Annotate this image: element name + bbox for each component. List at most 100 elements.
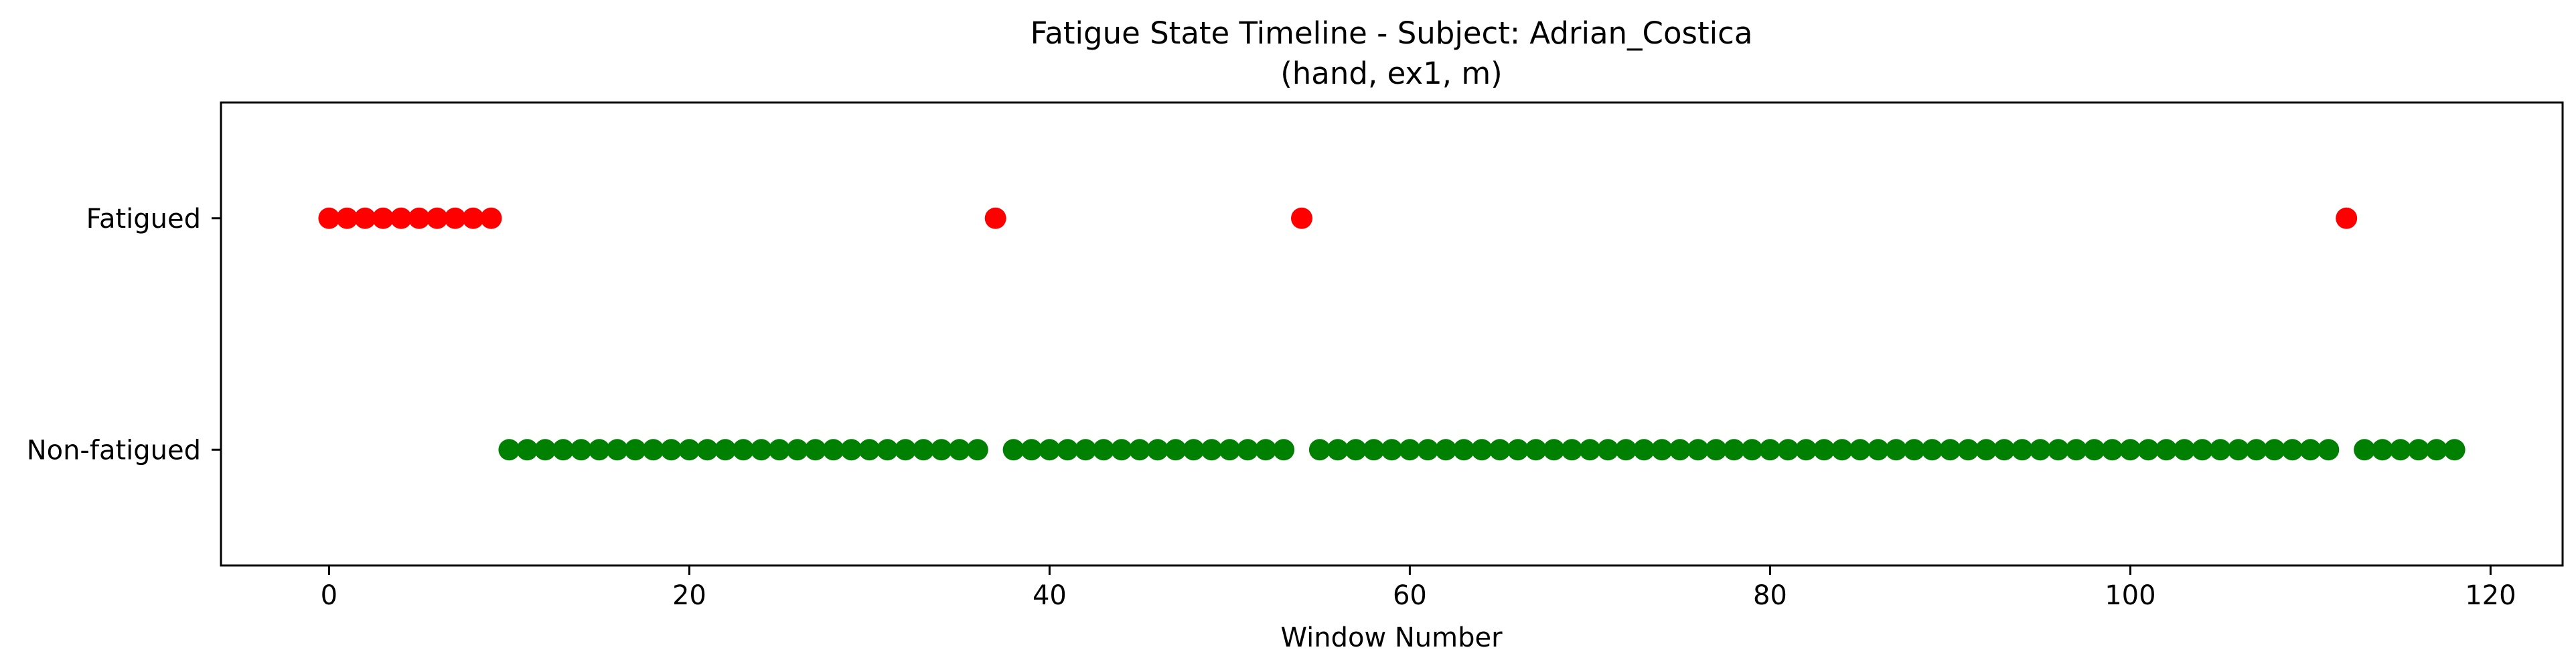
data-point-non-fatigued — [678, 439, 700, 461]
data-point-non-fatigued — [1831, 439, 1853, 461]
data-point-non-fatigued — [1939, 439, 1961, 461]
data-point-non-fatigued — [1543, 439, 1565, 461]
data-point-non-fatigued — [516, 439, 538, 461]
data-point-non-fatigued — [1399, 439, 1421, 461]
data-point-non-fatigued — [1219, 439, 1241, 461]
data-point-non-fatigued — [2047, 439, 2069, 461]
data-point-non-fatigued — [1579, 439, 1601, 461]
data-point-non-fatigued — [1237, 439, 1259, 461]
data-point-non-fatigued — [1993, 439, 2016, 461]
data-point-non-fatigued — [1381, 439, 1403, 461]
data-points — [318, 207, 2466, 461]
data-point-non-fatigued — [642, 439, 664, 461]
data-point-non-fatigued — [2012, 439, 2033, 461]
data-point-non-fatigued — [1921, 439, 1943, 461]
data-point-non-fatigued — [606, 439, 628, 461]
x-tick-label: 20 — [672, 580, 706, 611]
data-point-non-fatigued — [1002, 439, 1025, 461]
data-point-fatigued — [426, 207, 448, 229]
data-point-non-fatigued — [1164, 439, 1187, 461]
x-tick-label: 80 — [1753, 580, 1787, 611]
data-point-fatigued — [318, 207, 340, 229]
data-point-non-fatigued — [714, 439, 737, 461]
chart-subtitle: (hand, ex1, m) — [1280, 56, 1503, 91]
data-point-non-fatigued — [2372, 439, 2393, 461]
data-point-fatigued — [480, 207, 502, 229]
data-point-non-fatigued — [1813, 439, 1835, 461]
data-point-non-fatigued — [1111, 439, 1132, 461]
data-point-non-fatigued — [2192, 439, 2213, 461]
data-point-non-fatigued — [2101, 439, 2123, 461]
data-point-non-fatigued — [2174, 439, 2196, 461]
data-point-non-fatigued — [2119, 439, 2141, 461]
x-axis-label: Window Number — [1280, 622, 1503, 653]
data-point-fatigued — [984, 207, 1006, 229]
data-point-non-fatigued — [2318, 439, 2340, 461]
data-point-non-fatigued — [2389, 439, 2411, 461]
data-point-non-fatigued — [1957, 439, 1979, 461]
data-point-non-fatigued — [1633, 439, 1655, 461]
data-point-non-fatigued — [2155, 439, 2178, 461]
data-point-non-fatigued — [2137, 439, 2160, 461]
data-point-fatigued — [408, 207, 430, 229]
data-point-non-fatigued — [1777, 439, 1799, 461]
x-tick-label: 40 — [1033, 580, 1067, 611]
data-point-non-fatigued — [1759, 439, 1781, 461]
data-point-non-fatigued — [1308, 439, 1331, 461]
data-point-non-fatigued — [534, 439, 556, 461]
data-point-non-fatigued — [1705, 439, 1727, 461]
data-point-non-fatigued — [1146, 439, 1168, 461]
data-point-non-fatigued — [588, 439, 610, 461]
data-point-fatigued — [462, 207, 484, 229]
data-point-non-fatigued — [931, 439, 952, 461]
data-point-non-fatigued — [966, 439, 988, 461]
y-tick-label: Non-fatigued — [27, 435, 201, 466]
x-tick-label: 120 — [2465, 580, 2516, 611]
data-point-non-fatigued — [1597, 439, 1619, 461]
data-point-non-fatigued — [913, 439, 935, 461]
data-point-non-fatigued — [1273, 439, 1295, 461]
data-point-non-fatigued — [840, 439, 862, 461]
data-point-non-fatigued — [948, 439, 970, 461]
data-point-non-fatigued — [1903, 439, 1925, 461]
data-point-non-fatigued — [1525, 439, 1547, 461]
data-point-non-fatigued — [2299, 439, 2322, 461]
data-point-non-fatigued — [877, 439, 899, 461]
data-point-non-fatigued — [552, 439, 575, 461]
data-point-non-fatigued — [1183, 439, 1205, 461]
data-point-non-fatigued — [1849, 439, 1871, 461]
data-point-non-fatigued — [1651, 439, 1673, 461]
data-point-non-fatigued — [1453, 439, 1475, 461]
data-point-non-fatigued — [1723, 439, 1745, 461]
data-point-non-fatigued — [2209, 439, 2231, 461]
data-point-fatigued — [2336, 207, 2358, 229]
data-point-fatigued — [372, 207, 394, 229]
x-tick-label: 0 — [321, 580, 337, 611]
data-point-non-fatigued — [1471, 439, 1493, 461]
data-point-non-fatigued — [1363, 439, 1385, 461]
data-point-non-fatigued — [2263, 439, 2285, 461]
data-point-non-fatigued — [822, 439, 844, 461]
axis-ticks: 0 20 40 60 80 100 120 Fatigued Non-fatigued — [27, 204, 2516, 611]
data-point-non-fatigued — [1741, 439, 1763, 461]
data-point-non-fatigued — [571, 439, 592, 461]
data-point-fatigued — [336, 207, 358, 229]
data-point-non-fatigued — [804, 439, 826, 461]
data-point-non-fatigued — [1489, 439, 1511, 461]
data-point-non-fatigued — [858, 439, 881, 461]
chart-title: Fatigue State Timeline - Subject: Adrian… — [1031, 15, 1753, 51]
data-point-non-fatigued — [895, 439, 917, 461]
data-point-non-fatigued — [2029, 439, 2051, 461]
data-point-non-fatigued — [1795, 439, 1817, 461]
data-point-non-fatigued — [1975, 439, 1997, 461]
x-tick-label: 60 — [1393, 580, 1427, 611]
data-point-non-fatigued — [2281, 439, 2303, 461]
y-tick-label: Fatigued — [86, 204, 201, 234]
data-point-non-fatigued — [1039, 439, 1061, 461]
data-point-non-fatigued — [1417, 439, 1439, 461]
data-point-non-fatigued — [1345, 439, 1367, 461]
data-point-non-fatigued — [1615, 439, 1637, 461]
data-point-fatigued — [1291, 207, 1312, 229]
data-point-non-fatigued — [1687, 439, 1709, 461]
